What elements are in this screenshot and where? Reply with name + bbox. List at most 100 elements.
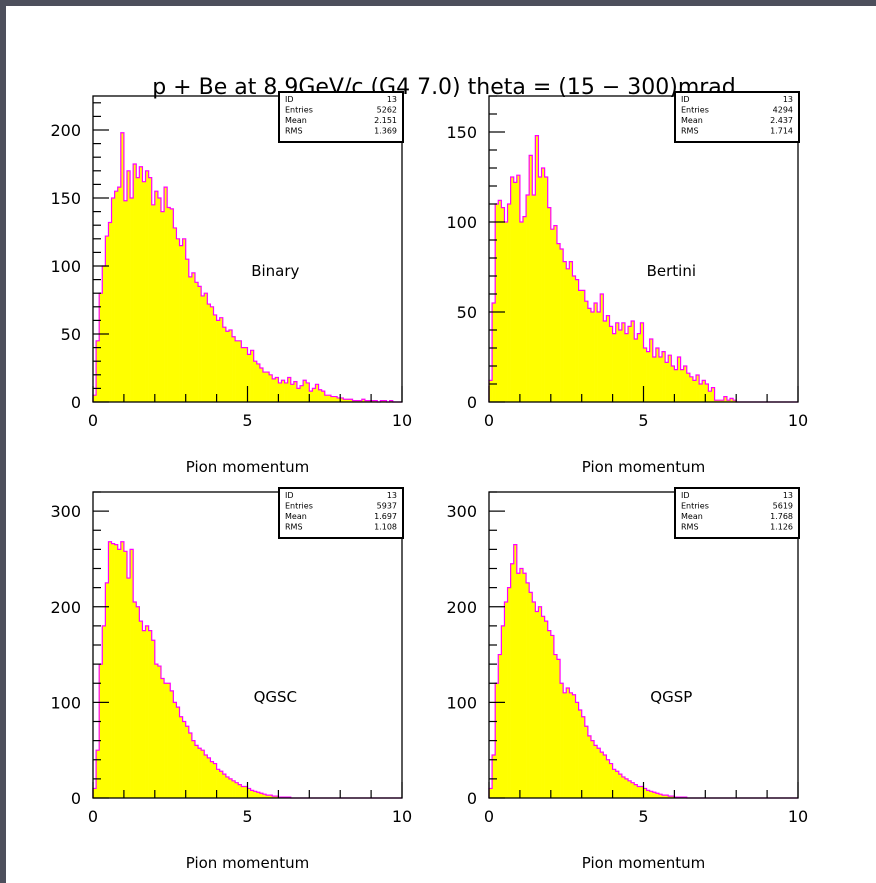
histogram-bar bbox=[111, 198, 115, 402]
histogram-bar bbox=[646, 790, 650, 798]
histogram-bar bbox=[275, 377, 279, 402]
histogram-bar bbox=[247, 354, 251, 402]
histogram-bar bbox=[492, 303, 496, 402]
x-axis-label: Pion momentum bbox=[186, 854, 309, 872]
histogram-bar bbox=[665, 362, 669, 402]
histogram-bar bbox=[164, 187, 168, 402]
histogram-bar bbox=[296, 388, 301, 402]
histogram-bar bbox=[213, 763, 217, 798]
histogram-bar bbox=[606, 315, 610, 402]
histogram-bar bbox=[507, 587, 511, 799]
histogram-bar bbox=[662, 351, 666, 402]
histogram-bar bbox=[275, 796, 279, 798]
histogram-bar bbox=[176, 707, 180, 798]
histogram-bar bbox=[269, 795, 273, 798]
histogram-panel-2: 0 50 100 150 0 5 10 Pion momentum Bertini ID 13 Ent… bbox=[446, 91, 808, 476]
histogram-bar bbox=[677, 357, 681, 402]
histogram-bar bbox=[597, 748, 601, 798]
stats-entries-value: 5619 bbox=[773, 502, 793, 511]
histogram-bar bbox=[702, 380, 706, 402]
x-tick-label: 5 bbox=[242, 411, 252, 430]
y-tick-label: 300 bbox=[446, 502, 477, 521]
histogram-bar bbox=[256, 792, 261, 798]
stats-id-label: ID bbox=[681, 95, 690, 104]
histogram-panel-4: 0 100 200 300 0 5 10 Pion momentum QGSP ID 13 Entri… bbox=[446, 487, 808, 872]
histogram-bar bbox=[151, 204, 156, 402]
y-tick-label: 50 bbox=[61, 325, 81, 344]
histogram-bar bbox=[154, 191, 159, 402]
histogram-bar bbox=[711, 387, 715, 402]
histogram-bar bbox=[510, 563, 515, 798]
histogram-bar bbox=[566, 688, 570, 798]
histogram-bar bbox=[637, 333, 641, 402]
histogram-bar bbox=[578, 290, 582, 402]
histogram-bar bbox=[170, 208, 174, 402]
histogram-bar bbox=[547, 207, 552, 402]
histogram-bar bbox=[309, 391, 313, 402]
histogram-bar bbox=[680, 369, 684, 402]
stats-mean-label: Mean bbox=[681, 116, 703, 125]
x-tick-label: 10 bbox=[392, 411, 412, 430]
histogram-bar bbox=[556, 659, 561, 798]
histogram-bar bbox=[631, 782, 635, 798]
histogram-bar bbox=[699, 384, 703, 402]
histogram-bar bbox=[315, 384, 319, 402]
histogram-bar bbox=[108, 222, 112, 402]
histogram-bar bbox=[584, 726, 589, 798]
histogram-bar bbox=[142, 181, 146, 402]
histogram-bar bbox=[259, 368, 264, 402]
histogram-bar bbox=[581, 716, 586, 798]
y-tick-label: 0 bbox=[71, 393, 81, 412]
histogram-bar bbox=[498, 654, 502, 798]
histogram-bar bbox=[665, 795, 669, 798]
stats-id-value: 13 bbox=[387, 95, 397, 104]
histogram-bar bbox=[733, 400, 737, 402]
stats-box: ID 13 Entries 5937 Mean 1.697 RMS 1.108 bbox=[278, 487, 404, 539]
histogram-bar bbox=[615, 771, 620, 798]
histogram-bar bbox=[210, 306, 214, 402]
histogram-bar bbox=[154, 664, 159, 799]
y-tick-label: 150 bbox=[446, 123, 477, 142]
histogram-bar bbox=[114, 191, 119, 402]
x-tick-label: 5 bbox=[638, 807, 648, 826]
histogram-bar bbox=[587, 308, 592, 402]
histogram-bar bbox=[612, 769, 616, 798]
stats-box: ID 13 Entries 4294 Mean 2.437 RMS 1.714 bbox=[674, 91, 800, 143]
histogram-bar bbox=[550, 635, 555, 798]
histogram-bar bbox=[96, 750, 100, 798]
histogram-bar bbox=[566, 268, 570, 402]
histogram-bar bbox=[176, 238, 180, 402]
histogram-bar bbox=[179, 716, 183, 798]
stats-entries-value: 5937 bbox=[377, 502, 397, 511]
histogram-bar bbox=[618, 774, 623, 798]
x-tick-label: 0 bbox=[484, 411, 494, 430]
y-tick-label: 300 bbox=[50, 502, 81, 521]
histogram-bar bbox=[726, 400, 731, 402]
histogram-bar bbox=[683, 366, 688, 402]
histogram-bar bbox=[96, 340, 100, 402]
stats-rms-value: 1.126 bbox=[770, 523, 793, 532]
histogram-bar bbox=[389, 400, 394, 402]
histogram-bar bbox=[278, 382, 282, 402]
stats-mean-value: 2.151 bbox=[374, 116, 397, 125]
x-axis-label: Pion momentum bbox=[186, 458, 309, 476]
histogram-bar bbox=[569, 261, 573, 402]
histogram-bar bbox=[250, 350, 254, 402]
histogram-bar bbox=[615, 322, 620, 402]
histogram-bar bbox=[318, 389, 322, 402]
stats-box-frame bbox=[674, 91, 800, 143]
histogram-bar bbox=[343, 399, 347, 402]
histogram-bar bbox=[584, 301, 589, 402]
histogram-bar bbox=[674, 369, 678, 402]
histogram-bar bbox=[170, 690, 174, 798]
histogram-bar bbox=[658, 794, 663, 798]
histogram-bar bbox=[266, 372, 270, 402]
histogram-bar bbox=[612, 333, 616, 402]
histogram-bar bbox=[253, 361, 258, 402]
histogram-bar bbox=[349, 399, 353, 402]
histogram-bar bbox=[529, 155, 533, 402]
histogram-bar bbox=[522, 573, 527, 798]
y-tick-label: 200 bbox=[446, 598, 477, 617]
histogram-bar bbox=[182, 238, 186, 402]
histogram-bar bbox=[489, 380, 493, 402]
